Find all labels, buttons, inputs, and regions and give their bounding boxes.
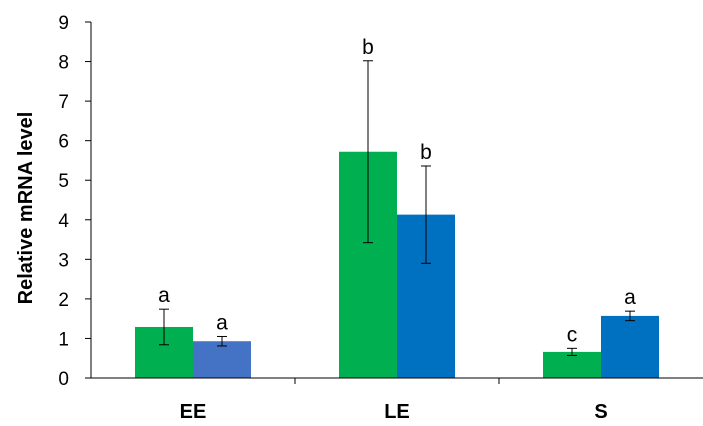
x-category-label-le: LE (384, 401, 410, 423)
bar-s-series-2 (601, 315, 659, 378)
bar-s-series-1 (543, 351, 601, 378)
bar-ee-series-2 (193, 341, 251, 378)
error-bars-group (159, 60, 635, 356)
significance-label: a (624, 286, 636, 309)
y-tick-label: 4 (58, 211, 69, 232)
y-tick-label: 3 (58, 250, 69, 271)
x-category-label-s: S (594, 401, 607, 423)
y-tick-label: 6 (58, 132, 69, 153)
significance-label: a (216, 311, 228, 334)
y-tick-label: 7 (58, 92, 69, 113)
significance-label: c (567, 323, 578, 346)
significance-labels-group: a a b b c a (158, 36, 636, 347)
y-tick-label: 1 (58, 329, 69, 350)
significance-label: a (158, 284, 170, 307)
x-axis-labels: EE LE S (180, 401, 608, 423)
y-tick-label: 2 (58, 290, 69, 311)
y-tick-label: 0 (58, 369, 69, 390)
y-axis-ticks: 0 1 2 3 4 5 6 7 8 9 (58, 13, 500, 390)
significance-label: b (362, 36, 374, 59)
y-axis-title: Relative mRNA level (15, 112, 37, 305)
significance-label: b (420, 141, 432, 164)
y-tick-label: 5 (58, 171, 69, 192)
bars-group (135, 151, 659, 378)
x-category-label-ee: EE (180, 401, 207, 423)
y-tick-label: 9 (58, 13, 69, 34)
y-tick-label: 8 (58, 53, 69, 74)
